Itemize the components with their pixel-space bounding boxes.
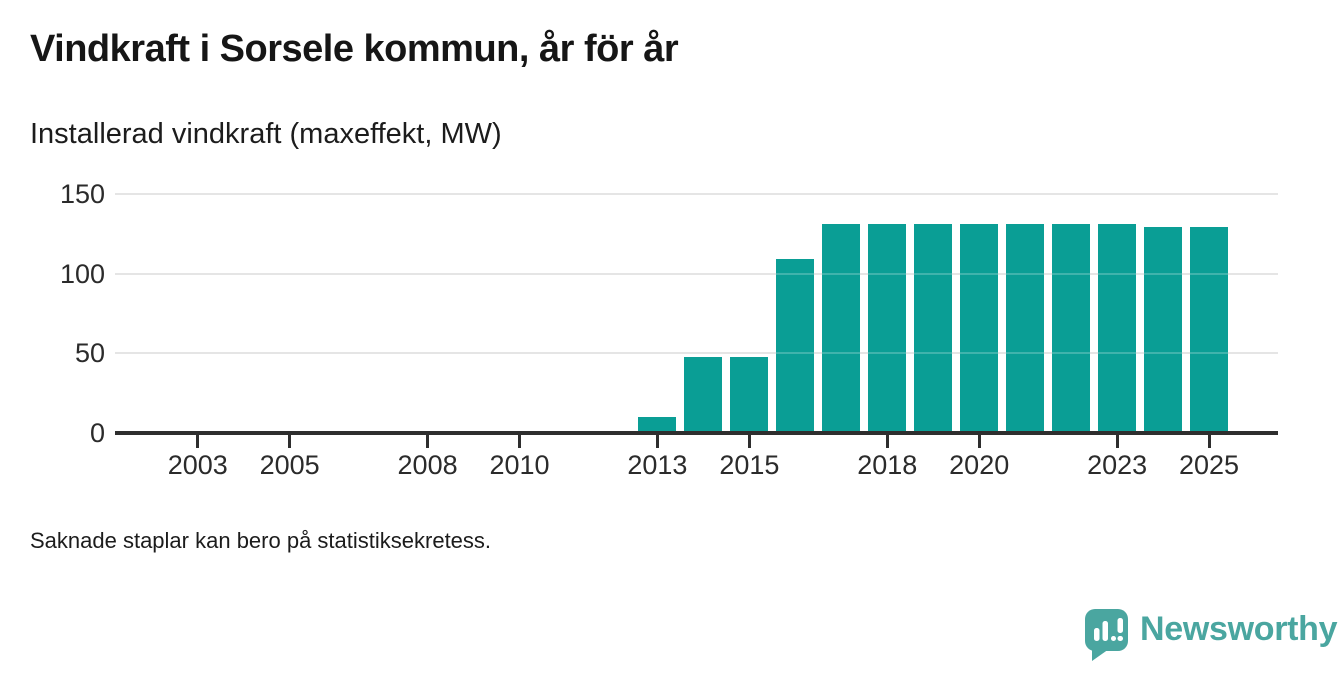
x-tick-2013 bbox=[655, 435, 659, 448]
bar-2025 bbox=[1190, 227, 1229, 433]
y-tick-label-150: 150 bbox=[59, 179, 105, 209]
brand-name: Newsworthy bbox=[1140, 610, 1338, 648]
x-tick-label-2005: 2005 bbox=[259, 450, 320, 480]
bar-2014 bbox=[684, 356, 723, 433]
newsworthy-logo-icon bbox=[1085, 609, 1128, 661]
footnote: Saknade staplar kan bero på statistiksek… bbox=[30, 528, 492, 553]
bar-2019 bbox=[914, 224, 953, 433]
y-tick-label-0: 0 bbox=[89, 418, 105, 448]
bar-2017 bbox=[822, 224, 861, 433]
x-tick-label-2010: 2010 bbox=[489, 450, 550, 480]
x-tick-label-2015: 2015 bbox=[719, 450, 780, 480]
bar-2021 bbox=[1006, 224, 1045, 433]
x-tick-2023 bbox=[1115, 435, 1119, 448]
bar-2016 bbox=[776, 259, 815, 433]
bar-2015 bbox=[730, 356, 769, 433]
x-tick-2015 bbox=[747, 435, 751, 448]
bar-2018 bbox=[868, 224, 907, 433]
chart-title: Vindkraft i Sorsele kommun, år för år bbox=[30, 28, 679, 70]
x-axis-line bbox=[115, 431, 1278, 435]
bar-2022 bbox=[1052, 224, 1091, 433]
bar-2023 bbox=[1098, 224, 1137, 433]
bar-2020 bbox=[960, 224, 999, 433]
x-tick-label-2025: 2025 bbox=[1179, 450, 1240, 480]
y-tick-label-100: 100 bbox=[59, 258, 105, 289]
x-tick-2008 bbox=[426, 435, 430, 448]
brand-logo: Newsworthy bbox=[1084, 608, 1338, 664]
x-tick-2010 bbox=[518, 435, 522, 448]
gridline-100 bbox=[115, 272, 1278, 275]
gridline-150 bbox=[115, 193, 1278, 195]
x-tick-label-2008: 2008 bbox=[397, 450, 458, 480]
x-tick-2003 bbox=[196, 435, 200, 448]
y-tick-label-50: 50 bbox=[74, 338, 105, 369]
x-tick-2005 bbox=[288, 435, 292, 448]
bar-2024 bbox=[1144, 227, 1183, 433]
gridline-overlay-150 bbox=[115, 193, 1278, 195]
x-tick-label-2003: 2003 bbox=[167, 450, 228, 480]
gridline-overlay-100 bbox=[115, 272, 1278, 275]
chart-subtitle: Installerad vindkraft (maxeffekt, MW) bbox=[30, 118, 502, 150]
gridline-50 bbox=[115, 352, 1278, 355]
x-tick-label-2023: 2023 bbox=[1087, 450, 1148, 480]
bar-2013 bbox=[638, 417, 677, 433]
x-tick-2018 bbox=[885, 435, 889, 448]
gridline-overlay-50 bbox=[115, 352, 1278, 355]
x-tick-2020 bbox=[977, 435, 981, 448]
x-tick-label-2018: 2018 bbox=[857, 450, 918, 480]
x-tick-label-2020: 2020 bbox=[949, 450, 1010, 480]
x-tick-2025 bbox=[1207, 435, 1211, 448]
x-tick-label-2013: 2013 bbox=[627, 450, 688, 480]
